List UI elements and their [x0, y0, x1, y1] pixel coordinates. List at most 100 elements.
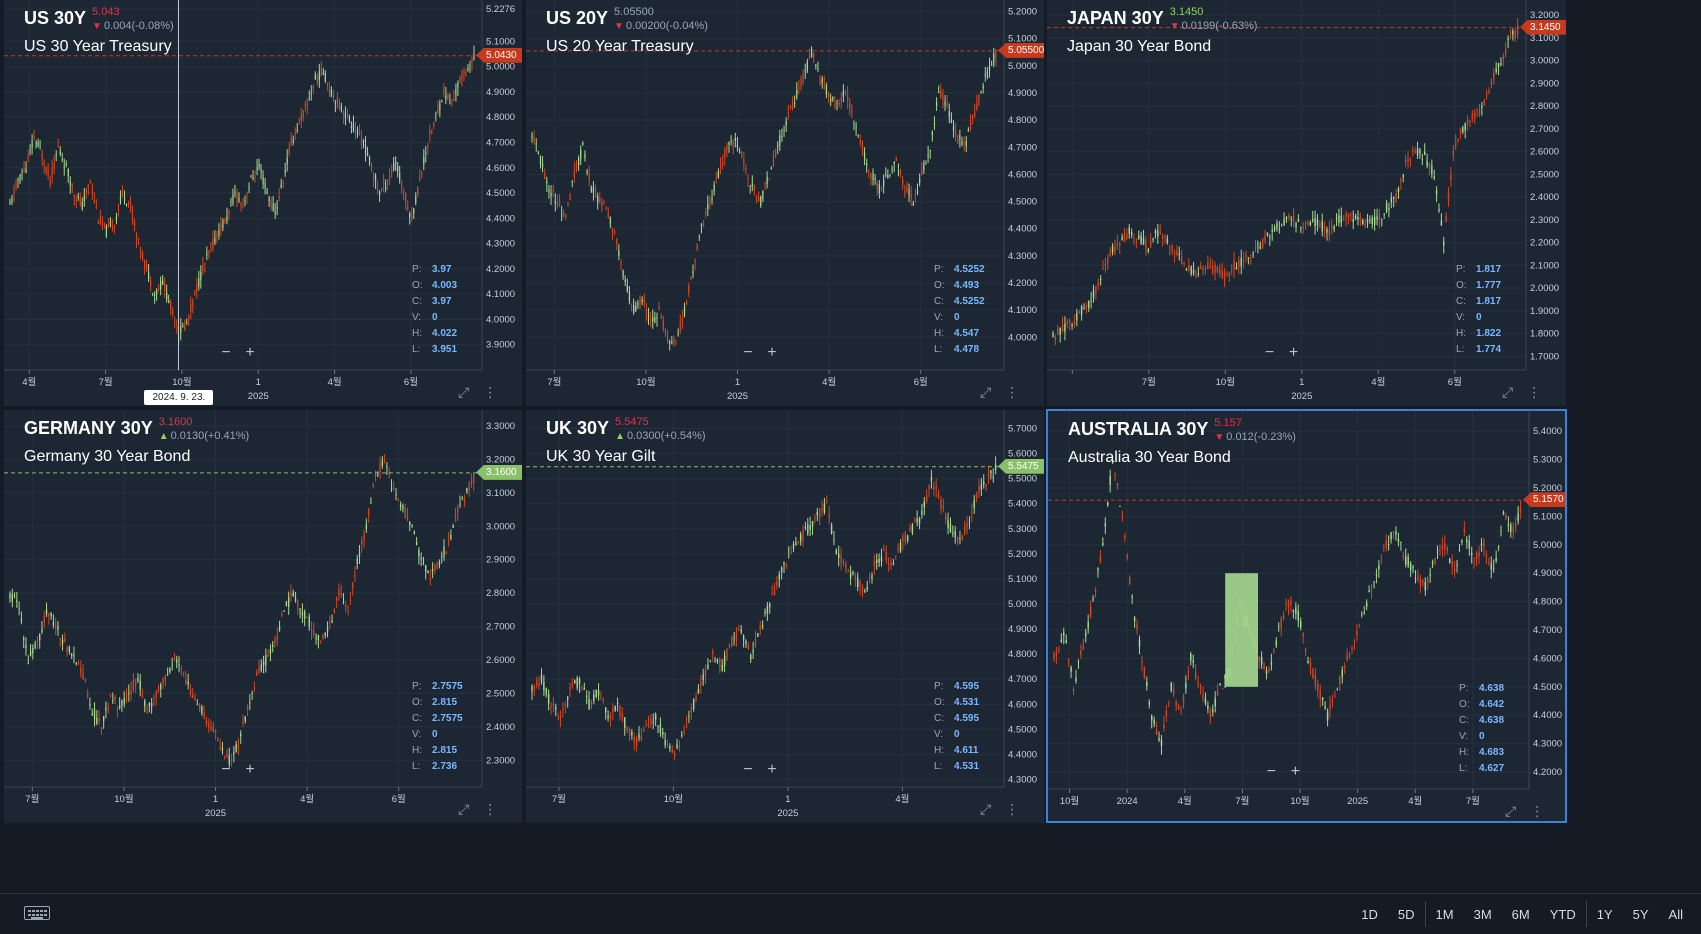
candle: [367, 508, 370, 516]
crosshair-date-label: 2024. 9. 23.: [144, 390, 214, 405]
candle: [242, 206, 244, 208]
candle: [967, 130, 969, 132]
current-price-tag: 3.1450: [1520, 19, 1566, 35]
range-button-5y[interactable]: 5Y: [1632, 906, 1649, 922]
more-options-icon[interactable]: ⋮: [1527, 384, 1542, 400]
candle: [908, 189, 910, 197]
chart-ticker: US 30Y: [24, 8, 87, 28]
candle: [389, 177, 391, 179]
candle: [899, 542, 902, 552]
range-button-1m[interactable]: 1M: [1435, 906, 1454, 922]
candle: [1071, 324, 1073, 326]
candle: [597, 690, 600, 696]
range-button-1y[interactable]: 1Y: [1596, 906, 1613, 922]
candle: [55, 154, 57, 156]
chart-panel-australia30y[interactable]: 5.4000 5.3000 5.2000 5.1000 5.0000 4.9000 4.80…: [1046, 409, 1567, 823]
chart-canvas[interactable]: 5.70005.60005.50005.40005.30005.20005.10…: [526, 410, 1044, 823]
candle: [545, 688, 547, 695]
chart-canvas[interactable]: 5.22765.10005.00004.90004.80004.70004.60…: [4, 0, 522, 406]
more-options-icon[interactable]: ⋮: [1005, 801, 1020, 817]
zoom-out-button[interactable]: −: [743, 761, 753, 778]
expand-icon[interactable]: ⤢: [1502, 384, 1514, 400]
candle: [164, 283, 166, 291]
candle: [198, 703, 201, 711]
zoom-out-button[interactable]: −: [221, 344, 231, 361]
candle: [1424, 582, 1427, 591]
zoom-out-button[interactable]: −: [1264, 344, 1275, 361]
zoom-out-button[interactable]: −: [221, 761, 231, 778]
candle: [809, 525, 811, 530]
expand-icon[interactable]: ⤢: [980, 384, 992, 400]
chart-canvas[interactable]: 5.40005.30005.20005.10005.00004.90004.80…: [1048, 411, 1567, 823]
range-button-6m[interactable]: 6M: [1511, 906, 1530, 922]
chart-canvas[interactable]: 3.20003.10003.00002.90002.80002.70002.60…: [1047, 0, 1566, 406]
chart-panel-us30y[interactable]: 5.2276 5.1000 5.0000 4.9000 4.8000 4.7000 4.60…: [4, 0, 522, 406]
zoom-in-button[interactable]: +: [767, 344, 777, 361]
ohlc-readout: P: 1.817 O: 1.777 C: 1.817 V: 0 H: 1.822 L: 1.774: [1456, 262, 1501, 358]
candle: [1340, 215, 1343, 223]
candle: [783, 129, 785, 131]
candle: [895, 157, 897, 161]
zoom-out-button[interactable]: −: [743, 344, 753, 361]
candle: [196, 704, 198, 706]
candle: [95, 207, 97, 209]
zoom-in-button[interactable]: +: [1288, 344, 1299, 361]
candle: [1067, 658, 1070, 660]
candle: [374, 175, 377, 181]
candle: [451, 102, 453, 104]
candle: [137, 238, 140, 240]
chart-panel-japan30y[interactable]: 3.2000 3.1000 3.0000 2.9000 2.8000 2.7000 2.60…: [1047, 0, 1566, 406]
candle: [278, 195, 280, 200]
range-button-all[interactable]: All: [1668, 906, 1683, 922]
range-button-ytd[interactable]: YTD: [1549, 906, 1576, 922]
zoom-in-button[interactable]: +: [1290, 763, 1301, 780]
candle: [1183, 262, 1185, 264]
price-change: ▼ 0.012(-0.23%): [1214, 431, 1296, 443]
candle: [1182, 696, 1185, 702]
candle: [707, 664, 709, 670]
candle: [902, 179, 904, 185]
keyboard-icon[interactable]: [24, 906, 50, 920]
expand-icon[interactable]: ⤢: [1505, 803, 1517, 819]
candle: [961, 141, 963, 146]
more-options-icon[interactable]: ⋮: [1005, 384, 1020, 400]
chart-panel-germany30y[interactable]: 3.3000 3.2000 3.1000 3.0000 2.9000 2.8000 2.70…: [4, 410, 522, 823]
range-button-5d[interactable]: 5D: [1397, 906, 1415, 922]
zoom-in-button[interactable]: +: [767, 761, 777, 778]
more-options-icon[interactable]: ⋮: [483, 384, 498, 400]
y-tick-label: 5.6000: [1008, 449, 1037, 460]
more-options-icon[interactable]: ⋮: [1530, 803, 1545, 819]
chart-canvas[interactable]: 5.20005.10005.00004.90004.80004.70004.60…: [526, 0, 1044, 406]
candle: [628, 291, 631, 302]
candle: [935, 102, 938, 106]
candle: [1058, 649, 1060, 651]
candle: [868, 577, 871, 579]
candle: [830, 99, 832, 101]
candle: [404, 508, 406, 518]
candle: [235, 744, 237, 753]
chart-panel-us20y[interactable]: 5.2000 5.1000 5.0000 4.9000 4.8000 4.7000 4.60…: [526, 0, 1044, 406]
expand-icon[interactable]: ⤢: [458, 801, 470, 817]
chart-panel-uk30y[interactable]: 5.7000 5.6000 5.5000 5.4000 5.3000 5.2000 5.10…: [526, 410, 1044, 823]
chart-canvas[interactable]: 3.30003.20003.10003.00002.90002.80002.70…: [4, 410, 522, 823]
zoom-out-button[interactable]: −: [1266, 763, 1277, 780]
candle: [162, 677, 164, 685]
zoom-in-button[interactable]: +: [245, 344, 255, 361]
range-button-3m[interactable]: 3M: [1473, 906, 1492, 922]
candle: [294, 132, 296, 134]
range-button-1d[interactable]: 1D: [1361, 906, 1378, 922]
zoom-in-button[interactable]: +: [245, 761, 255, 778]
candle: [1446, 548, 1449, 552]
candle: [959, 537, 961, 539]
expand-icon[interactable]: ⤢: [458, 384, 470, 400]
ohlc-value-v: 0: [954, 312, 960, 323]
candle: [39, 634, 41, 641]
expand-icon[interactable]: ⤢: [980, 801, 992, 817]
more-options-icon[interactable]: ⋮: [483, 801, 498, 817]
candle: [402, 505, 404, 509]
candle: [683, 730, 685, 733]
candle: [586, 170, 588, 173]
candle: [164, 676, 167, 682]
candle: [1317, 683, 1319, 691]
candle: [679, 323, 681, 330]
